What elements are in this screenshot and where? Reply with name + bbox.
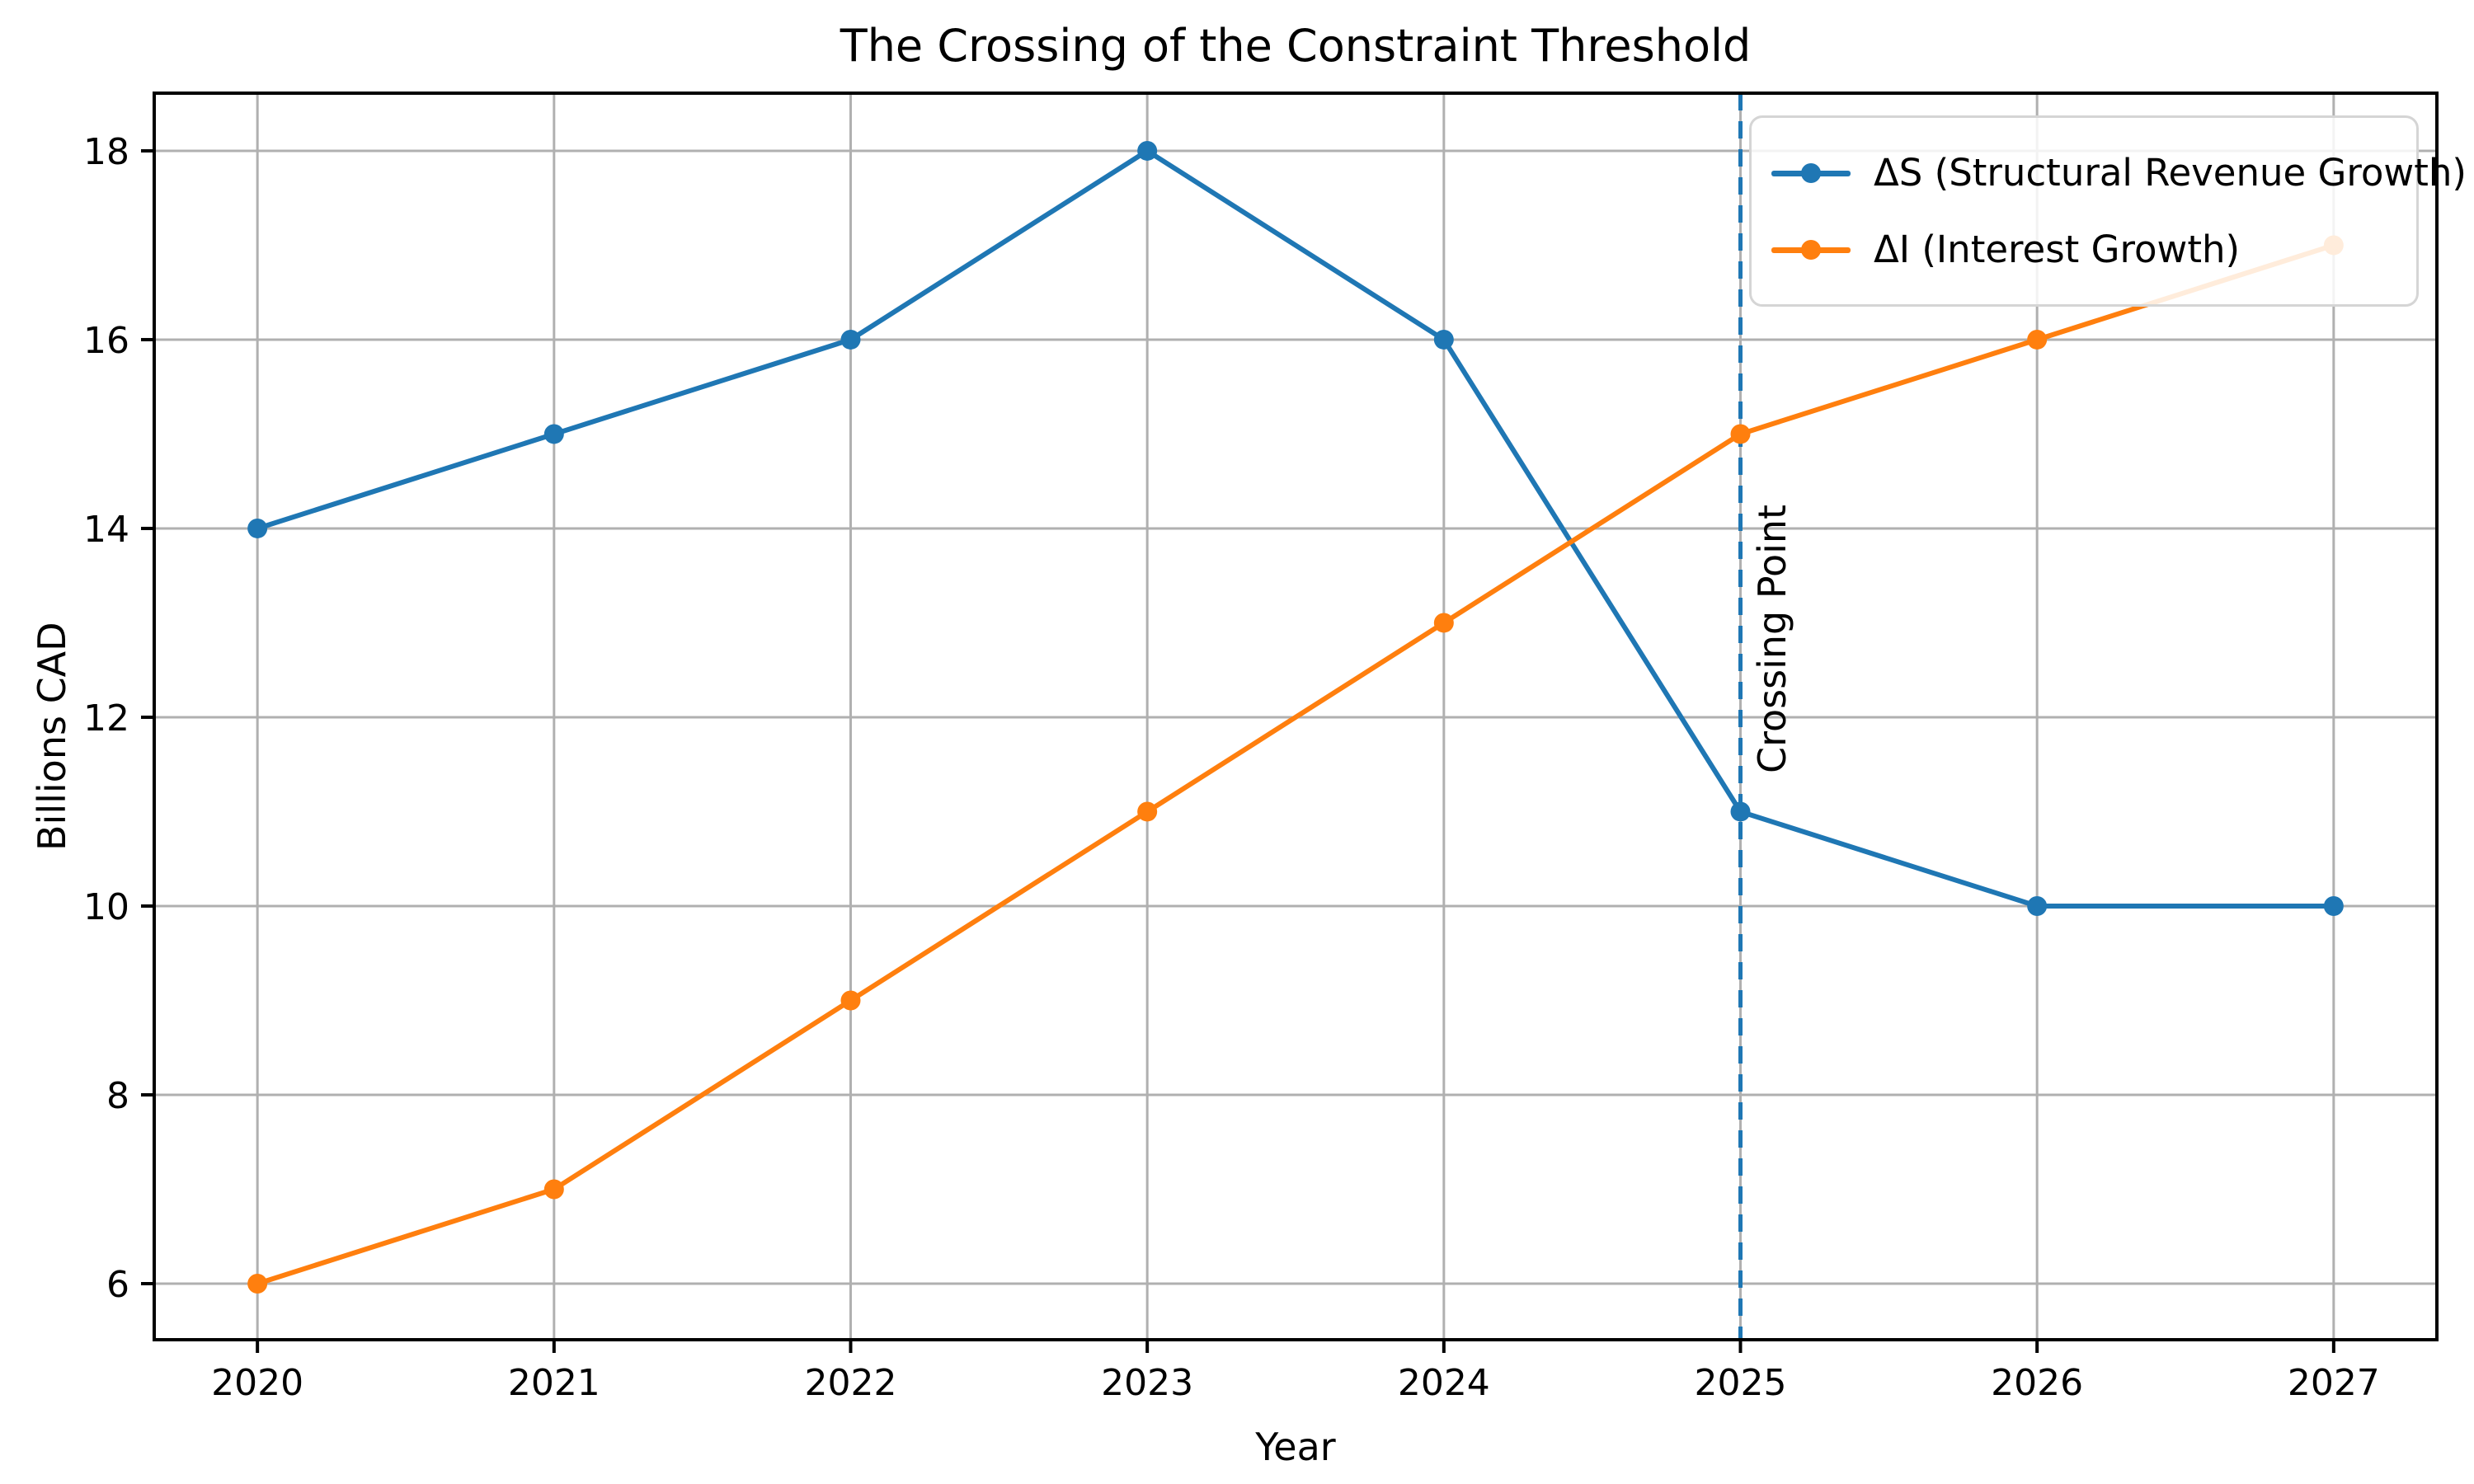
x-tick-label: 2027 — [2288, 1362, 2380, 1404]
x-tick-label: 2024 — [1398, 1362, 1490, 1404]
legend-line-marker-icon — [1771, 239, 1851, 261]
y-tick-label: 16 — [83, 320, 129, 362]
legend-label: ΔS (Structural Revenue Growth) — [1874, 151, 2467, 195]
y-tick-label: 12 — [83, 697, 129, 740]
x-tick-label: 2020 — [211, 1362, 303, 1404]
data-point — [247, 518, 268, 538]
legend-label: ΔI (Interest Growth) — [1874, 228, 2241, 271]
x-axis-label: Year — [1255, 1425, 1336, 1469]
data-point — [1730, 801, 1751, 822]
data-point — [840, 329, 861, 350]
data-point — [1730, 424, 1751, 444]
x-tick-label: 2023 — [1101, 1362, 1193, 1404]
data-point — [1433, 329, 1454, 350]
y-tick-label: 14 — [83, 509, 129, 551]
data-point — [543, 424, 564, 444]
data-point — [1433, 613, 1454, 633]
x-tick-label: 2021 — [508, 1362, 600, 1404]
legend: ΔS (Structural Revenue Growth) ΔI (Inter… — [1749, 115, 2467, 307]
data-point — [840, 990, 861, 1011]
x-tick-label: 2025 — [1695, 1362, 1787, 1404]
y-tick-label: 10 — [83, 886, 129, 928]
legend-item-structural-revenue-growth: ΔS (Structural Revenue Growth) — [1771, 151, 2467, 195]
data-point — [2323, 895, 2344, 916]
x-tick-label: 2026 — [1991, 1362, 2083, 1404]
crossing-point-annotation: Crossing Point — [1750, 504, 1794, 773]
chart-title: The Crossing of the Constraint Threshold — [840, 20, 1752, 72]
legend-line-marker-icon — [1771, 162, 1851, 184]
data-point — [1137, 140, 1158, 161]
data-point — [2027, 895, 2048, 916]
y-tick-label: 18 — [83, 131, 129, 173]
data-point — [247, 1273, 268, 1294]
y-tick-label: 6 — [106, 1264, 129, 1306]
x-tick-label: 2022 — [805, 1362, 897, 1404]
data-point — [543, 1179, 564, 1200]
y-axis-label: Billions CAD — [30, 622, 74, 851]
data-point — [2027, 329, 2048, 350]
y-tick-label: 8 — [106, 1075, 129, 1117]
series-line-1 — [255, 242, 2336, 1286]
series-line-0 — [255, 148, 2336, 909]
data-point — [1137, 801, 1158, 822]
legend-item-interest-growth: ΔI (Interest Growth) — [1771, 228, 2416, 271]
